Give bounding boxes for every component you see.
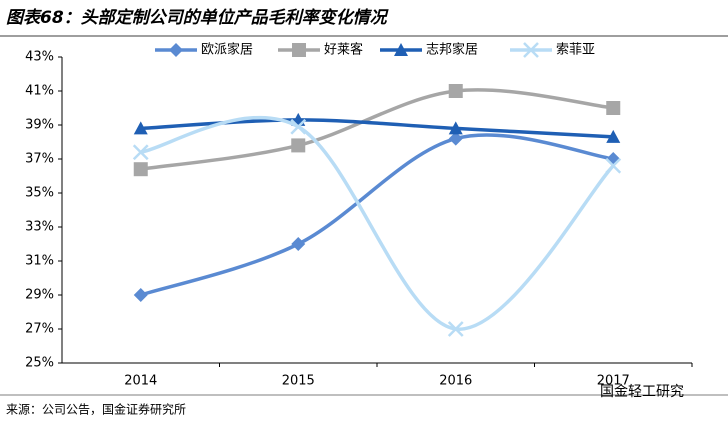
x-tick-label: 2015 (282, 374, 315, 389)
series-line (140, 133, 614, 297)
watermark: 国金轻工研究 (600, 384, 684, 400)
x-tick-label: 2016 (439, 374, 472, 389)
chart-title: 图表68：头部定制公司的单位产品毛利率变化情况 (6, 8, 390, 28)
point (448, 121, 463, 135)
legend-marker (523, 42, 539, 58)
y-tick-label: 29% (25, 288, 54, 303)
point (133, 162, 148, 177)
point (291, 237, 306, 251)
x-tick-label: 2014 (124, 374, 157, 389)
legend-label: 索菲亚 (556, 43, 595, 58)
series-line (140, 88, 614, 171)
point (132, 144, 149, 161)
point (290, 118, 307, 135)
legend-label: 欧派家居 (201, 42, 253, 58)
y-tick-label: 25% (25, 356, 54, 371)
point (448, 84, 463, 98)
point (606, 101, 621, 115)
x-tick-label: 2017 (597, 374, 630, 389)
point (606, 129, 621, 143)
point (447, 321, 464, 337)
y-tick-label: 27% (25, 322, 54, 337)
point (291, 138, 306, 153)
y-tick-label: 43% (25, 50, 54, 65)
y-tick-label: 41% (25, 84, 54, 99)
y-tick-label: 33% (25, 220, 54, 235)
legend-marker (292, 43, 306, 57)
y-tick-label: 35% (25, 186, 54, 201)
point (133, 121, 148, 135)
legend-label: 志邦家居 (426, 42, 478, 58)
source: 来源：公司公告，国金证券研究所 (6, 402, 186, 417)
point (133, 288, 148, 302)
legend-label: 好莱客 (324, 42, 363, 58)
y-tick-label: 31% (25, 254, 54, 269)
y-tick-label: 39% (25, 118, 54, 133)
legend-marker (394, 43, 408, 56)
y-tick-label: 37% (25, 152, 54, 167)
legend-marker (169, 43, 183, 57)
point (448, 131, 463, 146)
series-line (140, 118, 614, 139)
point (605, 157, 622, 174)
series-line (140, 115, 615, 331)
